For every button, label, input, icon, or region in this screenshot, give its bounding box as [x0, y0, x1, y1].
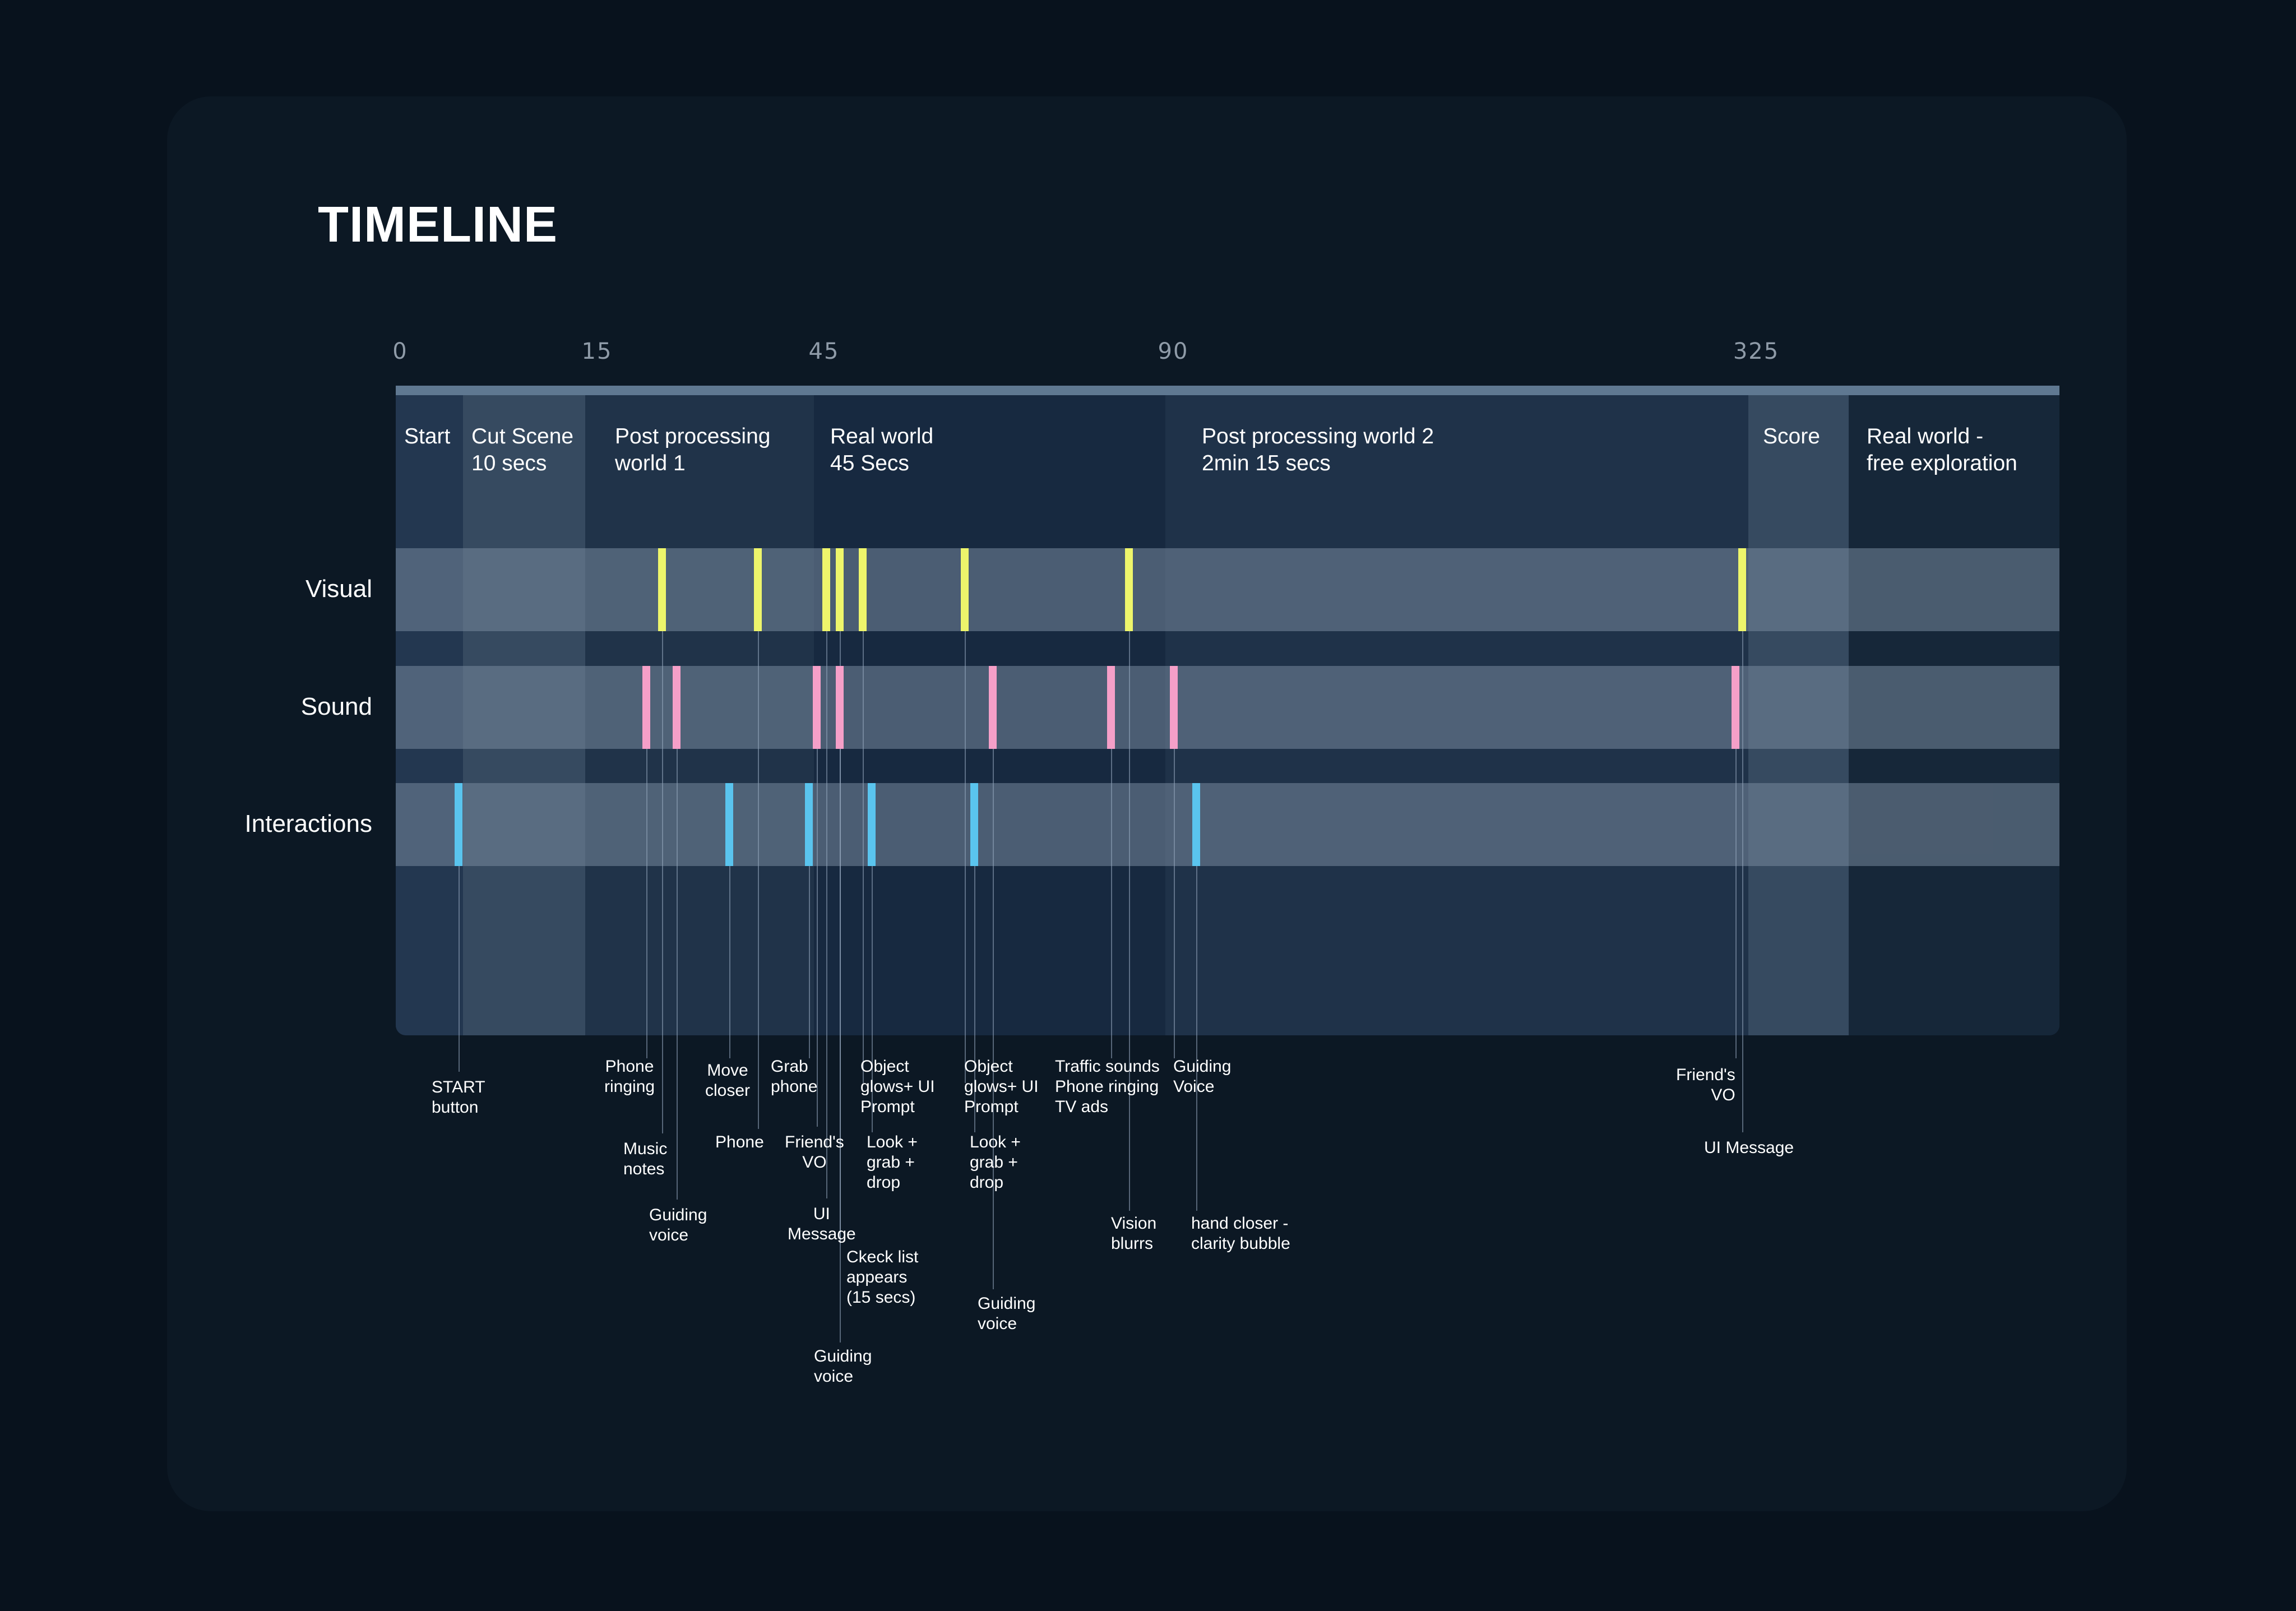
annotation-object-glows-1: Object glows+ UI Prompt: [860, 1057, 935, 1116]
leader-line: [1129, 631, 1130, 1211]
annotation-look-grab-drop-1: Look + grab + drop: [867, 1133, 918, 1192]
annotation-phone-ringing: Phone ringing: [604, 1057, 655, 1096]
leader-line: [1174, 749, 1175, 1058]
visual-event-mark: [1125, 548, 1133, 631]
phase-label: Cut Scene 10 secs: [471, 424, 574, 475]
leader-line: [974, 866, 975, 1132]
interaction-event-mark: [1192, 783, 1200, 866]
annotation-grab-phone: Grab phone: [771, 1057, 818, 1096]
page-title: TIMELINE: [318, 197, 558, 253]
track-visual: [396, 548, 2059, 631]
annotation-object-glows-2: Object glows+ UI Prompt: [964, 1057, 1039, 1116]
annotation-move-closer: Move closer: [705, 1061, 751, 1100]
annotation-hand-closer: hand closer - clarity bubble: [1191, 1214, 1290, 1253]
leader-line: [826, 631, 827, 1198]
visual-event-mark: [658, 548, 666, 631]
sound-event-mark: [1732, 666, 1739, 749]
annotation-friends-vo-2: Friend's VO: [1676, 1066, 1735, 1104]
tick-label: 0: [392, 339, 408, 364]
phase-label: Post processing world 2 2min 15 secs: [1202, 424, 1434, 475]
leader-line: [459, 866, 460, 1072]
phase-label: Real world 45 Secs: [830, 424, 934, 475]
annotation-music-notes: Music notes: [623, 1140, 668, 1178]
leader-line: [1111, 749, 1112, 1058]
phase-label: Score: [1763, 424, 1820, 448]
leader-line: [840, 749, 841, 1342]
annotation-look-grab-drop-2: Look + grab + drop: [970, 1133, 1021, 1192]
sound-event-mark: [642, 666, 650, 749]
annotation-friends-vo-1: Friend's VO: [785, 1133, 844, 1172]
sound-event-mark: [1107, 666, 1115, 749]
annotation-traffic-sounds: Traffic sounds Phone ringing TV ads: [1055, 1057, 1160, 1116]
annotation-phone: Phone: [715, 1133, 764, 1151]
annotation-guiding-voice-1: Guiding voice: [649, 1206, 707, 1244]
leader-line: [677, 749, 678, 1200]
leader-line: [817, 749, 818, 1127]
annotation-guiding-voice-4: Guiding Voice: [1173, 1057, 1232, 1096]
annotation-check-list: Ckeck list appears (15 secs): [846, 1248, 919, 1307]
track-interaction: [396, 783, 2059, 866]
phase-label: Start: [404, 424, 451, 448]
annotation-guiding-voice-2: Guiding voice: [814, 1347, 872, 1386]
sound-event-mark: [836, 666, 844, 749]
visual-event-mark: [822, 548, 830, 631]
leader-line: [729, 866, 730, 1058]
visual-event-mark: [859, 548, 867, 631]
visual-event-mark: [836, 548, 844, 631]
leader-line: [1735, 749, 1737, 1058]
timeline-top-bar: [396, 386, 2059, 395]
sound-event-mark: [1170, 666, 1178, 749]
row-label-interaction: Interactions: [244, 810, 372, 837]
tick-label: 325: [1733, 339, 1780, 364]
tick-label: 90: [1158, 339, 1189, 364]
interaction-event-mark: [970, 783, 978, 866]
leader-line: [758, 631, 759, 1129]
annotation-ui-message-1: UI Message: [788, 1205, 856, 1243]
phase-label: Real world - free exploration: [1867, 424, 2017, 475]
annotation-ui-message-2: UI Message: [1704, 1138, 1794, 1157]
row-label-sound: Sound: [300, 693, 372, 720]
leader-line: [1742, 631, 1743, 1132]
sound-event-mark: [813, 666, 821, 749]
interaction-event-mark: [455, 783, 462, 866]
sound-event-mark: [673, 666, 681, 749]
interaction-event-mark: [725, 783, 733, 866]
leader-line: [993, 749, 994, 1289]
interaction-event-mark: [868, 783, 876, 866]
annotation-vision-blurrs: Vision blurrs: [1111, 1214, 1157, 1253]
visual-event-mark: [1738, 548, 1746, 631]
phase-label: Post processing world 1: [615, 424, 771, 475]
leader-line: [1196, 866, 1197, 1211]
tick-label: 15: [581, 339, 613, 364]
annotation-start-button: START button: [432, 1078, 485, 1117]
visual-event-mark: [754, 548, 762, 631]
interaction-event-mark: [805, 783, 813, 866]
leader-line: [872, 866, 873, 1132]
tick-label: 45: [808, 339, 840, 364]
leader-line: [863, 631, 864, 1083]
annotation-guiding-voice-3: Guiding voice: [978, 1294, 1036, 1333]
visual-event-mark: [961, 548, 969, 631]
leader-line: [809, 866, 810, 1058]
sound-event-mark: [989, 666, 997, 749]
leader-line: [662, 631, 663, 1133]
leader-line: [646, 749, 647, 1058]
row-label-visual: Visual: [305, 575, 372, 603]
leader-line: [965, 631, 966, 1083]
